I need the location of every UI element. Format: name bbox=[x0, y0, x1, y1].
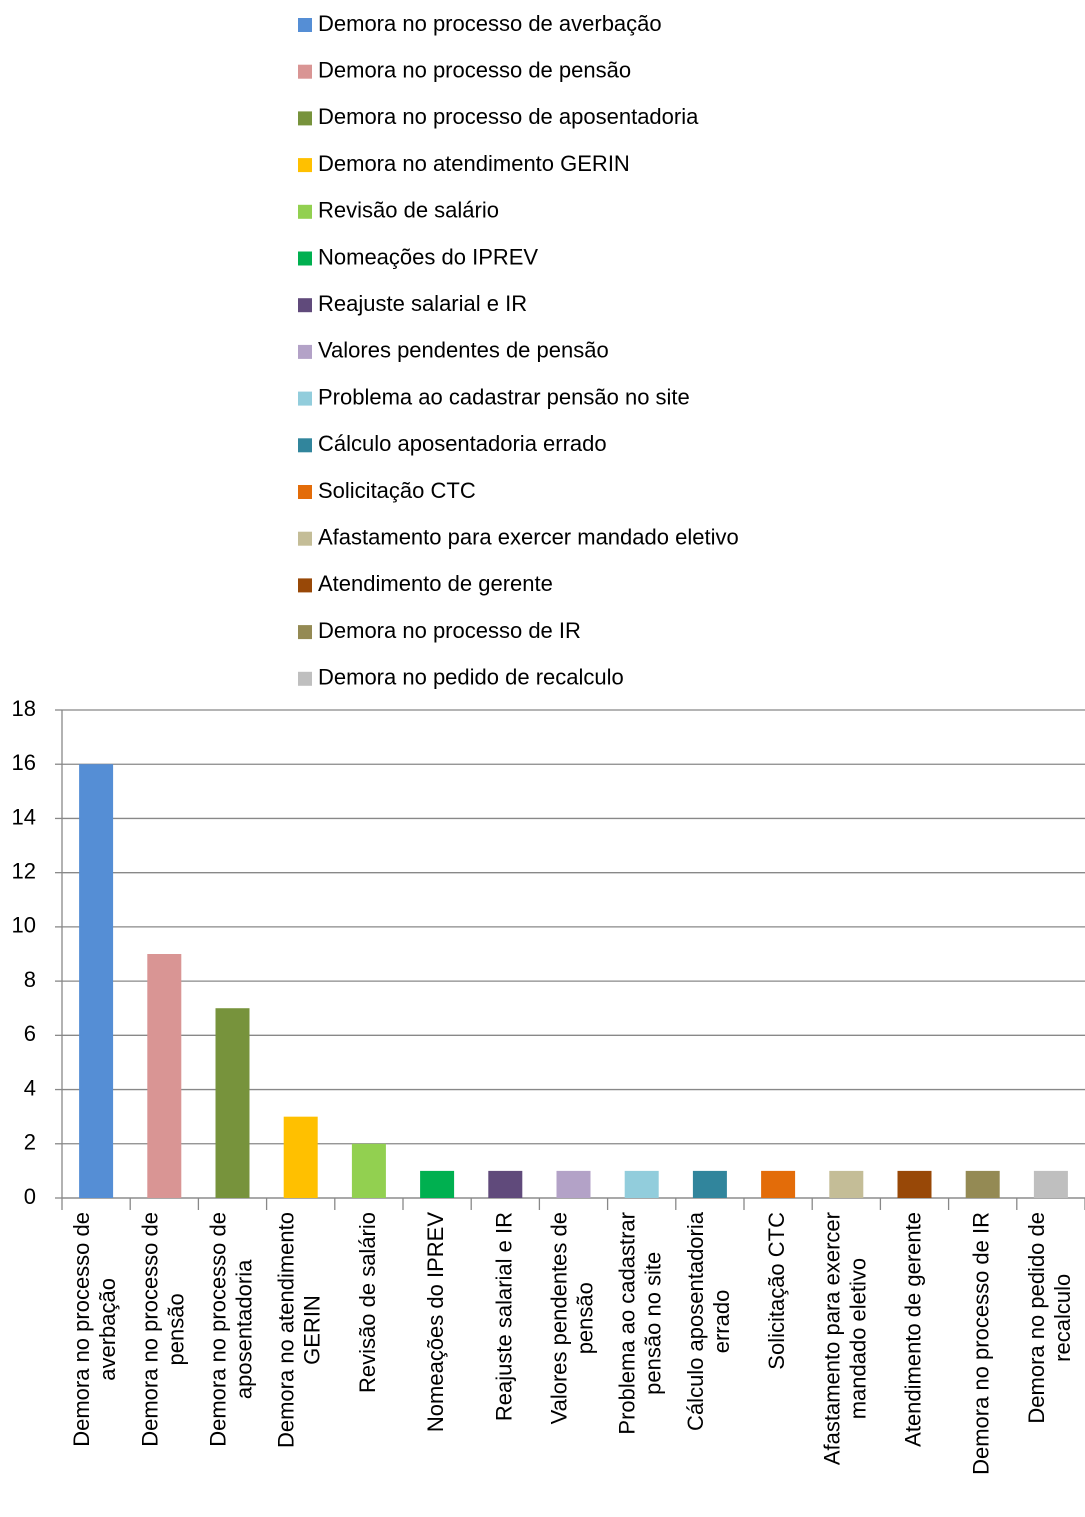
y-tick-label: 0 bbox=[24, 1184, 36, 1209]
x-tick-label: Cálculo aposentadoriaerrado bbox=[683, 1211, 734, 1431]
x-tick-label-line: aposentadoria bbox=[231, 1259, 256, 1399]
x-tick-label-line: Demora no atendimento bbox=[274, 1212, 299, 1448]
legend-label: Demora no processo de aposentadoria bbox=[318, 104, 699, 129]
legend-swatch bbox=[298, 671, 312, 686]
x-tick-label: Valores pendentes depensão bbox=[546, 1212, 597, 1424]
legend-label: Problema ao cadastrar pensão no site bbox=[318, 384, 690, 409]
y-tick-label: 8 bbox=[24, 967, 36, 992]
x-tick-label: Demora no processo depensão bbox=[137, 1212, 188, 1447]
bar bbox=[351, 1143, 386, 1198]
legend-label: Demora no processo de averbação bbox=[318, 11, 662, 36]
legend-label: Solicitação CTC bbox=[318, 478, 476, 503]
legend-swatch bbox=[298, 344, 312, 359]
legend-label: Demora no processo de IR bbox=[318, 618, 581, 643]
x-tick-label: Solicitação CTC bbox=[764, 1212, 789, 1370]
legend-label: Afastamento para exercer mandado eletivo bbox=[318, 525, 739, 550]
x-tick-label: Demora no processo deaposentadoria bbox=[205, 1212, 256, 1447]
legend-label: Valores pendentes de pensão bbox=[318, 338, 609, 363]
x-tick-label: Afastamento para exercermandado eletivo bbox=[819, 1212, 870, 1465]
x-tick-label-line: Revisão de salário bbox=[355, 1212, 380, 1393]
legend-label: Revisão de salário bbox=[318, 198, 499, 223]
x-tick-label-line: Demora no processo de bbox=[137, 1212, 162, 1447]
x-tick-label: Demora no pedido derecalculo bbox=[1024, 1212, 1075, 1424]
x-tick-label: Problema ao cadastrarpensão no site bbox=[615, 1212, 666, 1435]
x-tick-label-line: Valores pendentes de bbox=[546, 1212, 571, 1424]
x-tick-label-line: errado bbox=[709, 1290, 734, 1354]
bar bbox=[1033, 1170, 1068, 1198]
bar bbox=[79, 764, 114, 1198]
x-tick-label-line: pensão bbox=[572, 1282, 597, 1354]
legend-label: Demora no pedido de recalculo bbox=[318, 665, 624, 690]
x-tick-label-line: Afastamento para exercer bbox=[819, 1212, 844, 1465]
legend-swatch bbox=[298, 391, 312, 406]
y-tick-label: 4 bbox=[24, 1075, 36, 1100]
x-tick-label-line: Demora no pedido de bbox=[1024, 1212, 1049, 1424]
legend-swatch bbox=[298, 625, 312, 640]
bar bbox=[965, 1170, 1000, 1198]
legend-label: Demora no atendimento GERIN bbox=[318, 151, 630, 176]
x-tick-label-line: Demora no processo de IR bbox=[969, 1212, 994, 1475]
legend-swatch bbox=[298, 298, 312, 313]
legend-swatch bbox=[298, 485, 312, 499]
legend-swatch bbox=[298, 578, 312, 593]
y-tick-label: 16 bbox=[12, 750, 36, 775]
bar bbox=[556, 1170, 591, 1198]
x-tick-label-line: pensão no site bbox=[641, 1252, 666, 1395]
x-tick-label-line: Atendimento de gerente bbox=[900, 1212, 925, 1447]
x-tick-label-line: Demora no processo de bbox=[205, 1212, 230, 1447]
y-tick-label: 14 bbox=[12, 804, 36, 829]
bar bbox=[829, 1170, 864, 1198]
x-tick-label-line: GERIN bbox=[300, 1295, 325, 1365]
x-tick-label-line: averbação bbox=[95, 1278, 120, 1381]
x-tick-label: Demora no processo deaverbação bbox=[69, 1212, 120, 1447]
x-tick-label-line: Nomeações do IPREV bbox=[423, 1212, 448, 1432]
legend-swatch bbox=[298, 158, 312, 173]
x-tick-label: Revisão de salário bbox=[355, 1212, 380, 1393]
legend-swatch bbox=[298, 18, 312, 32]
bar bbox=[420, 1170, 455, 1198]
bar bbox=[215, 1008, 250, 1198]
x-tick-label-line: mandado eletivo bbox=[845, 1258, 870, 1419]
legend-swatch bbox=[298, 111, 312, 126]
legend-swatch bbox=[298, 251, 312, 266]
x-tick-label-line: Demora no processo de bbox=[69, 1212, 94, 1447]
x-tick-label-line: Problema ao cadastrar bbox=[615, 1212, 640, 1435]
x-tick-label: Demora no processo de IR bbox=[969, 1212, 994, 1475]
legend-label: Reajuste salarial e IR bbox=[318, 291, 527, 316]
y-tick-label: 2 bbox=[24, 1130, 36, 1155]
bar bbox=[761, 1170, 796, 1198]
x-tick-label-line: Reajuste salarial e IR bbox=[491, 1212, 516, 1421]
x-tick-label-line: recalculo bbox=[1050, 1274, 1075, 1362]
y-tick-label: 10 bbox=[12, 913, 36, 938]
bar bbox=[283, 1116, 318, 1198]
x-tick-label-line: Cálculo aposentadoria bbox=[683, 1211, 708, 1431]
bar bbox=[488, 1170, 523, 1198]
y-tick-label: 6 bbox=[24, 1021, 36, 1046]
bar bbox=[624, 1170, 659, 1198]
legend-swatch bbox=[298, 531, 312, 546]
legend-label: Demora no processo de pensão bbox=[318, 58, 631, 83]
legend-label: Cálculo aposentadoria errado bbox=[318, 431, 607, 456]
x-tick-label: Demora no atendimentoGERIN bbox=[274, 1212, 325, 1448]
bar bbox=[692, 1170, 727, 1198]
y-tick-label: 12 bbox=[12, 858, 36, 883]
x-tick-label: Reajuste salarial e IR bbox=[491, 1212, 516, 1421]
legend-swatch bbox=[298, 204, 312, 219]
bar bbox=[897, 1170, 932, 1198]
x-tick-label: Atendimento de gerente bbox=[900, 1212, 925, 1447]
y-tick-label: 18 bbox=[12, 696, 36, 721]
legend-label: Nomeações do IPREV bbox=[318, 244, 538, 269]
legend-label: Atendimento de gerente bbox=[318, 571, 553, 596]
legend-swatch bbox=[298, 64, 312, 79]
x-tick-label: Nomeações do IPREV bbox=[423, 1212, 448, 1432]
bar bbox=[147, 954, 182, 1198]
x-tick-label-line: Solicitação CTC bbox=[764, 1212, 789, 1370]
legend-swatch bbox=[298, 438, 312, 453]
x-tick-label-line: pensão bbox=[163, 1293, 188, 1365]
